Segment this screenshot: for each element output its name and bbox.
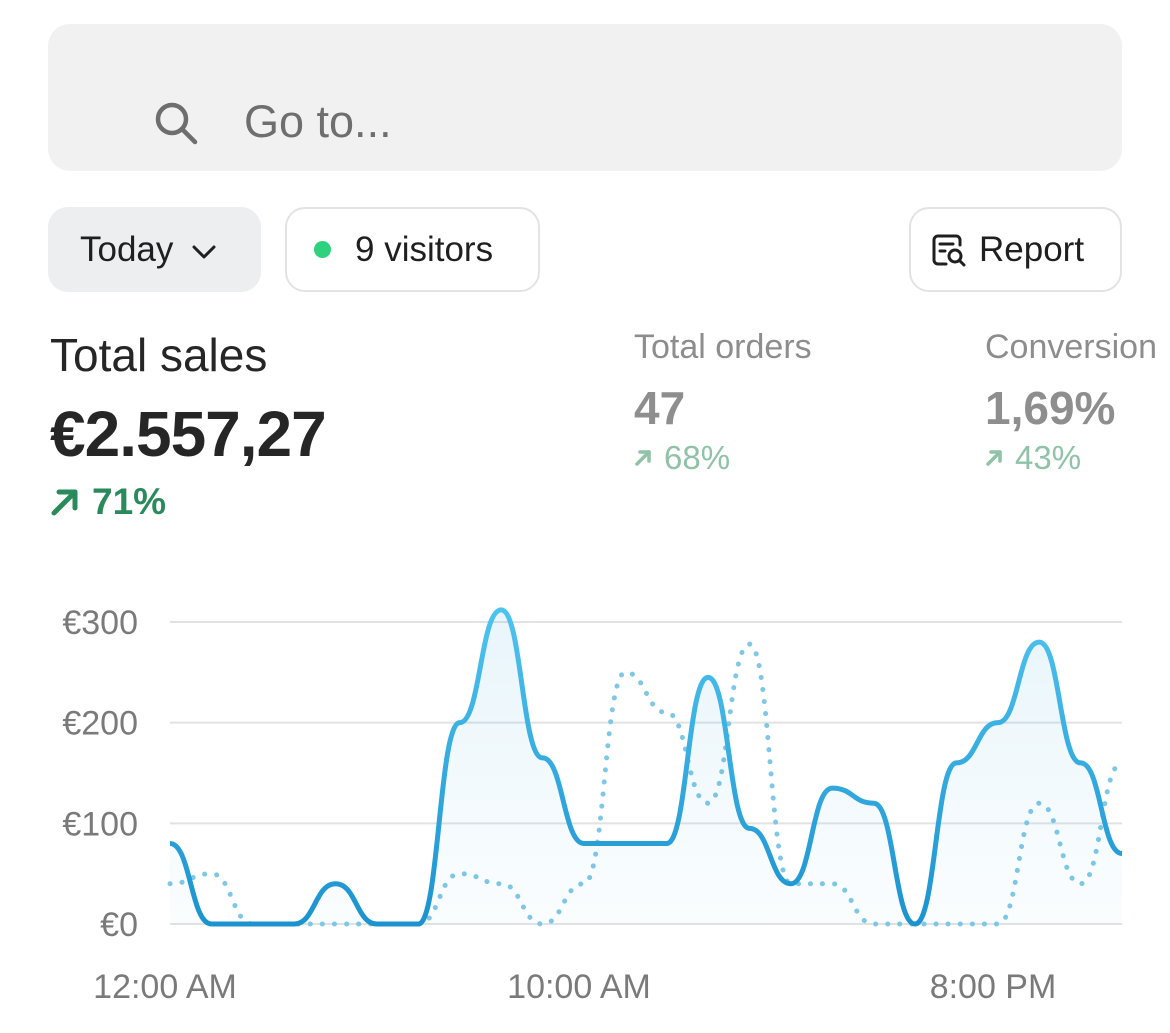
total-sales-label: Total sales	[50, 329, 268, 381]
x-tick-label: 12:00 AM	[93, 968, 237, 1006]
search-bar[interactable]: Go to...	[48, 24, 1122, 171]
total-orders-value: 47	[634, 382, 686, 434]
arrow-up-right-icon	[51, 489, 78, 516]
total-orders-metric[interactable]: Total orders 47 68%	[634, 328, 812, 477]
total-orders-label: Total orders	[634, 328, 812, 366]
y-tick-label: €0	[100, 906, 138, 944]
y-tick-label: €300	[62, 604, 138, 642]
y-tick-label: €200	[62, 705, 138, 743]
total-orders-change-value: 68%	[664, 439, 731, 476]
date-range-dropdown[interactable]: Today	[48, 207, 261, 292]
arrow-up-right-icon	[986, 450, 1002, 466]
total-orders-change: 68%	[634, 439, 812, 477]
conversion-change-value: 43%	[1015, 439, 1082, 476]
sales-chart[interactable]: €300 €200 €100 €0 12:00 AM 10:00 AM 8:00 PM	[0, 580, 1170, 1033]
search-placeholder: Go to...	[244, 96, 392, 147]
conversion-change: 43%	[985, 439, 1157, 477]
live-visitors-button[interactable]: 9 visitors	[285, 207, 540, 292]
conversion-value: 1,69%	[985, 382, 1116, 434]
total-sales-change-value: 71%	[92, 481, 167, 522]
date-range-label: Today	[80, 229, 174, 269]
y-tick-label: €100	[62, 805, 138, 843]
conversion-label: Conversion	[985, 328, 1157, 366]
sales-series-line	[169, 607, 1123, 927]
report-button[interactable]: Report	[909, 207, 1122, 292]
chevron-down-icon	[192, 245, 216, 258]
report-search-icon	[932, 234, 966, 266]
x-tick-label: 8:00 PM	[930, 968, 1057, 1006]
visitors-label: 9 visitors	[355, 229, 494, 269]
search-icon	[155, 102, 198, 145]
total-sales-change: 71%	[50, 481, 166, 523]
report-label: Report	[979, 229, 1085, 269]
total-sales-value: €2.557,27	[50, 398, 327, 470]
conversion-metric[interactable]: Conversion 1,69% 43%	[985, 328, 1157, 477]
sales-area-fill	[170, 609, 1122, 924]
live-status-dot	[314, 241, 331, 258]
arrow-up-right-icon	[635, 450, 651, 466]
x-tick-label: 10:00 AM	[507, 968, 651, 1006]
